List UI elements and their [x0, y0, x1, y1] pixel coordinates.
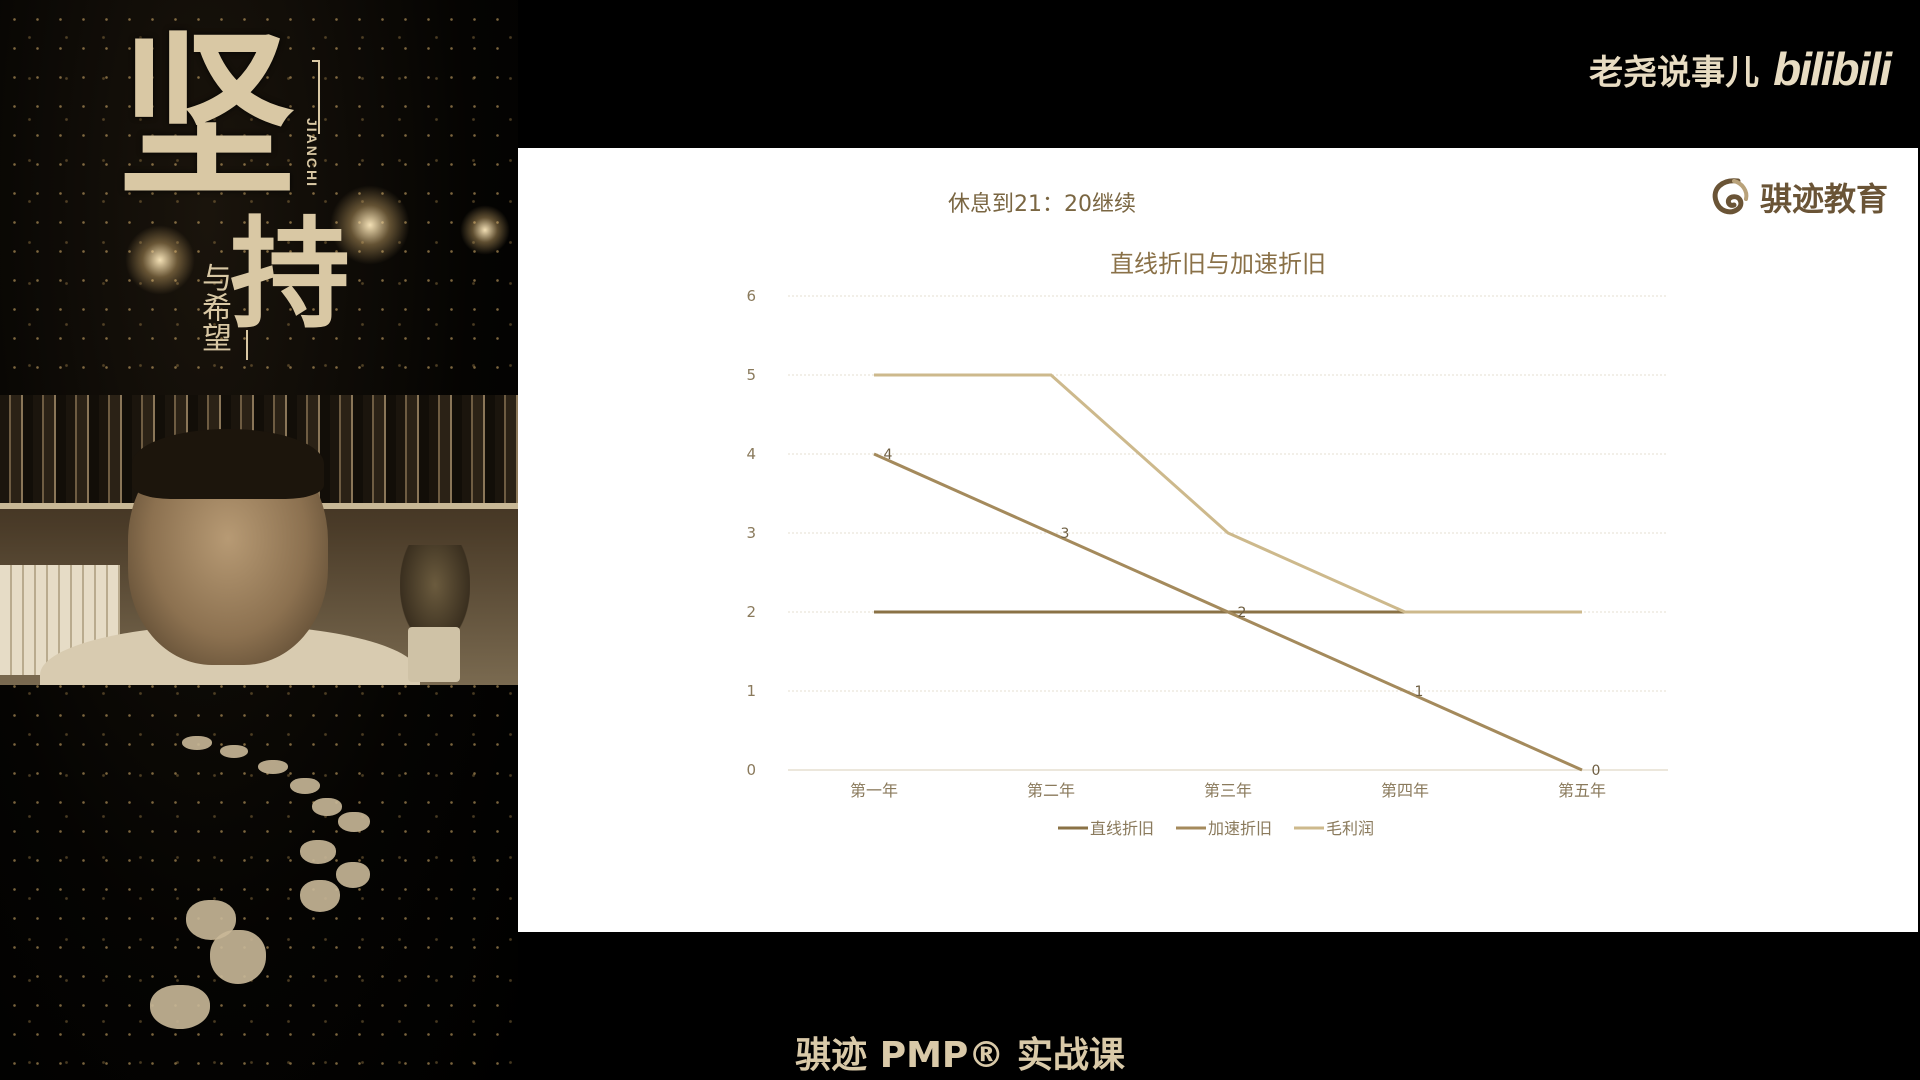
poster-title-char: 坚 — [118, 12, 296, 221]
footprint — [150, 985, 210, 1029]
y-tick-label: 5 — [746, 366, 756, 384]
poster-bracket-line — [232, 330, 248, 360]
presentation-slide: 休息到21：20继续 骐迹教育 直线折旧与加速折旧 0 1 2 3 4 5 6 第一年 第二年 第… — [518, 148, 1918, 932]
data-label: 3 — [1061, 526, 1070, 542]
break-notice: 休息到21：20继续 — [948, 192, 1136, 217]
data-label: 0 — [1592, 763, 1601, 779]
y-tick-label: 3 — [746, 524, 756, 542]
x-tick-label: 第四年 — [1381, 781, 1429, 800]
light-glow — [460, 205, 510, 255]
footprint — [182, 736, 212, 750]
y-tick-label: 6 — [746, 287, 756, 305]
x-tick-label: 第五年 — [1558, 781, 1606, 800]
data-label: 4 — [884, 447, 893, 463]
series-line — [874, 373, 1582, 614]
company-name: 骐迹教育 — [1759, 180, 1888, 218]
line-chart: 0 1 2 3 4 5 6 第一年 第二年 第三年 第四年 第五年 4 3 2 1 0 直线折旧 加速折旧 毛利润 — [746, 287, 1668, 838]
y-tick-label: 4 — [746, 445, 756, 463]
y-tick-label: 2 — [746, 603, 756, 621]
light-glow — [330, 185, 410, 265]
x-tick-label: 第二年 — [1027, 781, 1075, 800]
poster-bracket-line — [312, 60, 320, 134]
series-line — [873, 452, 1583, 772]
footprint — [336, 862, 370, 888]
chart-title: 直线折旧与加速折旧 — [1110, 250, 1326, 278]
webcam-feed — [0, 395, 518, 685]
legend-label: 毛利润 — [1326, 819, 1374, 838]
company-swirl-icon — [1708, 175, 1752, 219]
footprint — [312, 798, 342, 816]
poster-title-char: 持 — [230, 204, 350, 345]
vase — [408, 627, 460, 682]
x-tick-label: 第一年 — [850, 781, 898, 800]
footprint — [220, 745, 248, 758]
x-tick-label: 第三年 — [1204, 781, 1252, 800]
poster-panel: 坚 持 与希望 JIANCHI — [0, 0, 518, 1080]
poster-subtitle: 与希望 — [196, 262, 231, 352]
poster-pinyin: JIANCHI — [304, 118, 320, 189]
data-label: 2 — [1238, 605, 1247, 621]
footprint — [258, 760, 288, 774]
legend-label: 直线折旧 — [1090, 819, 1154, 838]
light-glow — [125, 225, 195, 295]
channel-brand: 老尧说事儿 bilibili — [1589, 42, 1892, 96]
company-logo: 骐迹教育 — [1708, 174, 1888, 220]
y-tick-label: 0 — [746, 761, 756, 779]
channel-name: 老尧说事儿 — [1589, 52, 1760, 93]
data-label: 1 — [1415, 684, 1424, 700]
y-tick-label: 1 — [746, 682, 756, 700]
footprint — [338, 812, 370, 832]
footprint — [300, 840, 336, 864]
footprint — [290, 778, 320, 794]
presenter-hair — [132, 429, 324, 499]
bilibili-logo: bilibili — [1773, 43, 1892, 95]
footprint — [300, 880, 340, 912]
legend-label: 加速折旧 — [1208, 819, 1272, 838]
course-caption: 骐迹 PMP® 实战课 — [795, 1035, 1125, 1076]
footprint — [210, 930, 266, 984]
